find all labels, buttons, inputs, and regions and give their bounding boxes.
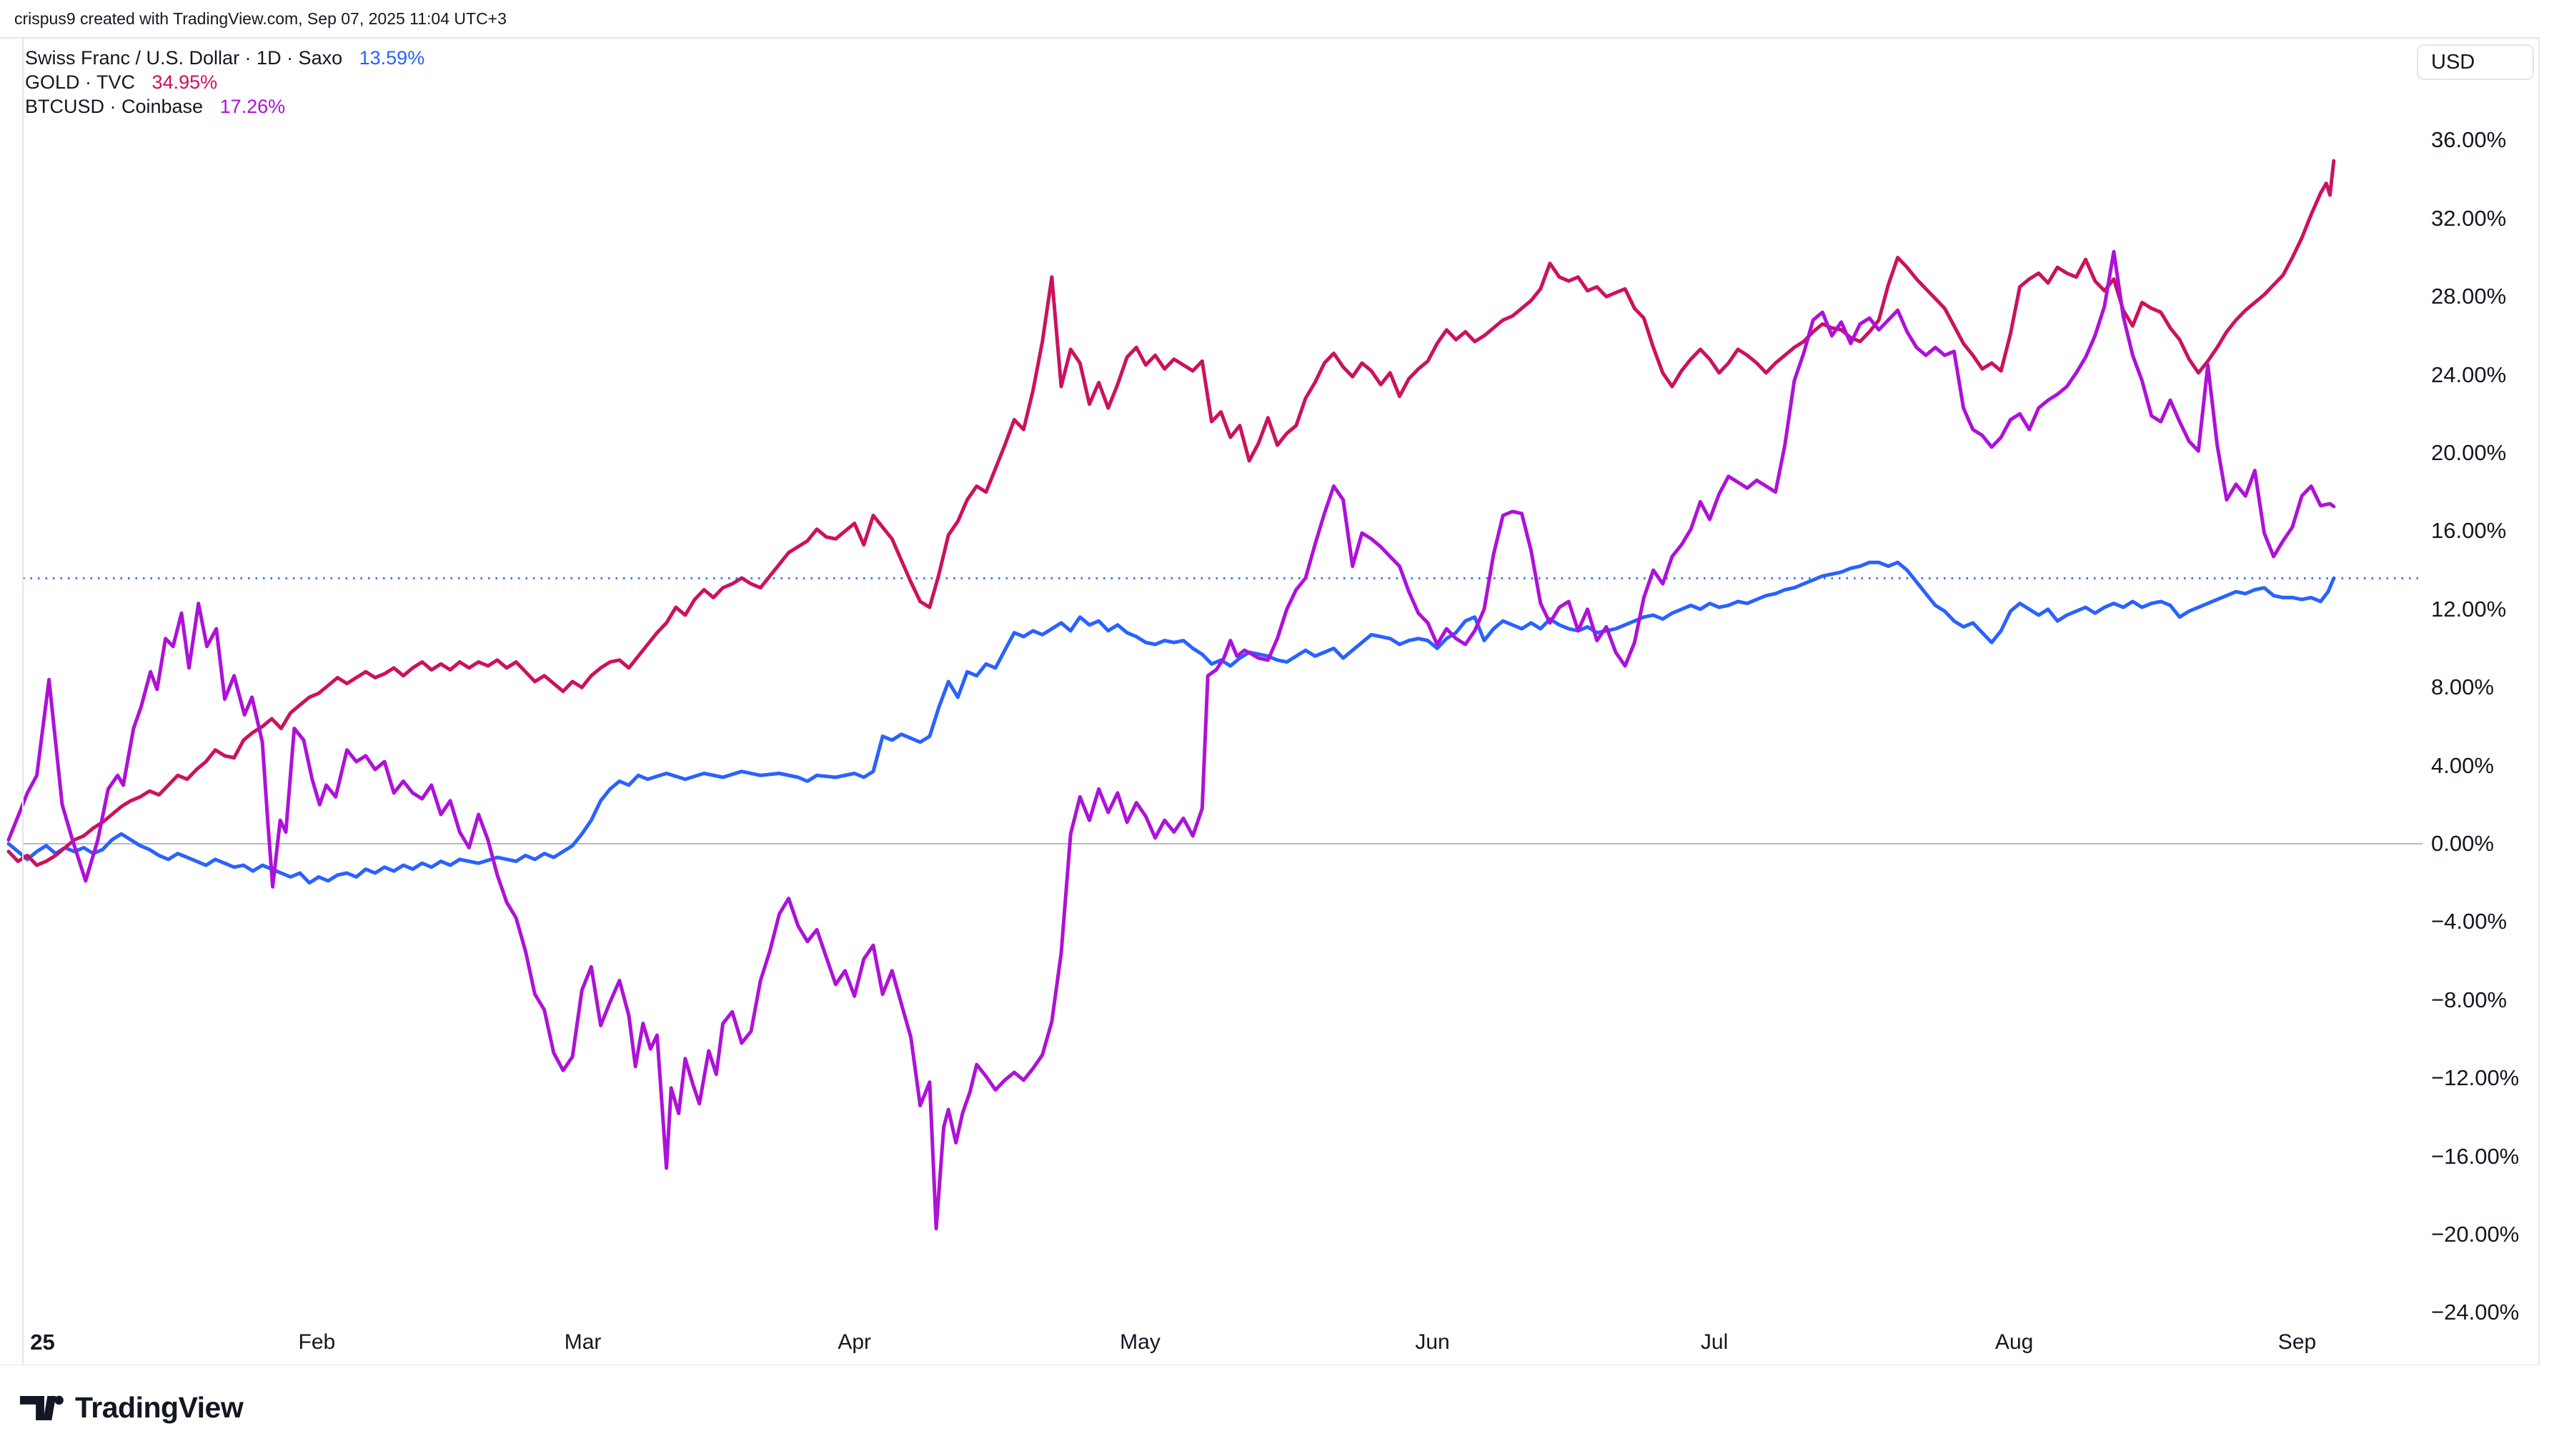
price-tick-label: 8.00% <box>2431 674 2494 700</box>
price-tick-label: −16.00% <box>2431 1143 2520 1169</box>
btcusd-line[interactable] <box>6 249 2336 1231</box>
legend-item-btcusd[interactable]: BTCUSD · Coinbase 17.26% <box>25 94 424 119</box>
pane-left-border <box>22 38 24 1365</box>
price-tick-label: 24.00% <box>2431 361 2507 387</box>
time-tick-label-jul: Jul <box>1700 1330 1729 1354</box>
time-tick-label-apr: Apr <box>838 1330 872 1354</box>
legend-item-chfusd[interactable]: Swiss Franc / U.S. Dollar · 1D · Saxo 13… <box>25 46 424 70</box>
time-tick-label-25: 25 <box>30 1330 55 1355</box>
price-tick-label: 12.00% <box>2431 596 2507 622</box>
time-scale[interactable]: 25 Feb Mar Apr May Jun Jul Aug Sep <box>0 1325 2539 1365</box>
chfusd-line[interactable] <box>6 560 2336 885</box>
header-separator-line <box>0 37 2539 39</box>
time-tick-label-may: May <box>1120 1330 1161 1354</box>
time-tick-label-jun: Jun <box>1415 1330 1450 1354</box>
price-scale[interactable]: 36.00% 32.00% 28.00% 24.00% 20.00% 16.00% 12.0… <box>2423 38 2539 1365</box>
attribution-text: crispus9 created with TradingView.com, S… <box>14 9 507 28</box>
tradingview-logo-icon <box>20 1395 64 1420</box>
legend-change-value: 34.95% <box>151 71 218 93</box>
legend-change-value: 17.26% <box>219 96 286 117</box>
price-tick-label: 32.00% <box>2431 205 2507 231</box>
legend-symbol-label: Swiss Franc / U.S. Dollar · 1D · Saxo <box>25 47 343 69</box>
tradingview-logo-text: TradingView <box>75 1391 244 1424</box>
gold-line[interactable] <box>6 159 2336 867</box>
price-tick-label: 28.00% <box>2431 284 2507 309</box>
time-tick-label-mar: Mar <box>564 1330 602 1354</box>
legend-item-gold[interactable]: GOLD · TVC 34.95% <box>25 70 424 94</box>
header-bar: crispus9 created with TradingView.com, S… <box>0 0 2554 38</box>
currency-usd-button[interactable]: USD <box>2417 44 2534 80</box>
footer: TradingView <box>0 1365 2554 1456</box>
price-tick-label: −24.00% <box>2431 1300 2520 1325</box>
time-tick-label-sep: Sep <box>2277 1330 2317 1354</box>
tradingview-logo[interactable]: TradingView <box>20 1391 244 1425</box>
price-tick-label: −4.00% <box>2431 909 2508 934</box>
time-tick-label-feb: Feb <box>298 1330 336 1354</box>
price-tick-label: −8.00% <box>2431 987 2508 1012</box>
legend-symbol-label: GOLD · TVC <box>25 71 136 93</box>
price-tick-label: 0.00% <box>2431 831 2494 856</box>
pane-right-border <box>2538 38 2540 1365</box>
price-tick-label: 36.00% <box>2431 127 2507 153</box>
price-tick-label: −12.00% <box>2431 1065 2520 1091</box>
legend-symbol-label: BTCUSD · Coinbase <box>25 96 204 117</box>
price-tick-label: 20.00% <box>2431 440 2507 465</box>
price-tick-label: 4.00% <box>2431 752 2494 778</box>
price-tick-label: 16.00% <box>2431 518 2507 544</box>
time-tick-label-aug: Aug <box>1994 1330 2034 1354</box>
legend: Swiss Franc / U.S. Dollar · 1D · Saxo 13… <box>25 46 424 119</box>
price-tick-label: −20.00% <box>2431 1222 2520 1247</box>
legend-change-value: 13.59% <box>359 47 425 69</box>
